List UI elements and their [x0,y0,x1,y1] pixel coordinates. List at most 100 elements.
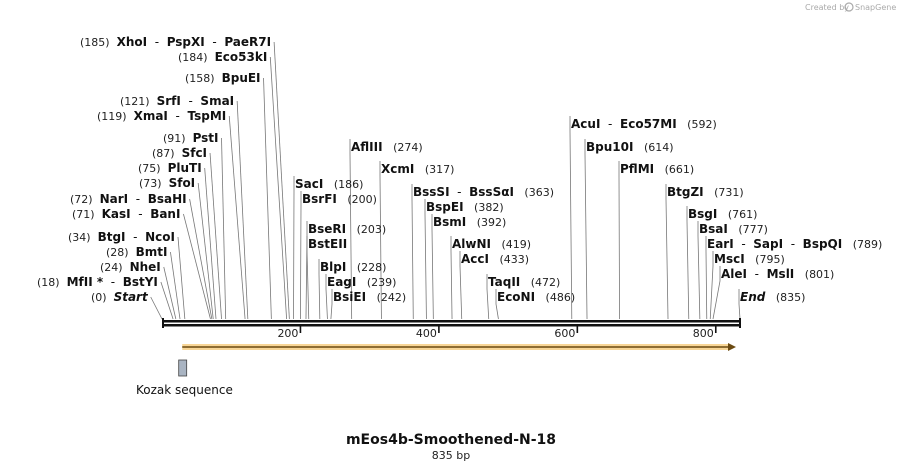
site-label-mfii: (18) MfII * - BstYI [37,275,158,289]
credit-brand: SnapGene [855,3,896,12]
site-label-xcmi: XcmI (317) [381,162,454,176]
site-label-sfoi: (73) SfoI [139,176,195,190]
site-label-afliii: AflIII (274) [351,140,423,154]
leader-btgzi [665,184,669,320]
leader-bsrfi [300,191,302,320]
site-label-bmti: (28) BmtI [106,245,167,259]
leader-sfci [209,152,222,320]
leader-mfii [160,281,174,320]
site-label-bpuei: (158) BpuEI [185,71,261,85]
leader-bsmi [431,214,434,320]
leader-blpi [318,259,321,320]
site-label-bseri: BseRI (203) [308,222,386,236]
leader-srfi [236,100,249,320]
site-label-econi: EcoNI (486) [497,290,575,304]
leader-xhoi [273,41,290,320]
site-label-pflmi: PflMI (661) [620,162,694,176]
features [178,359,188,377]
leader-xmai [228,115,246,320]
site-label-btgi: (34) BtgI - NcoI [68,230,175,244]
leader-afliii [349,139,353,320]
feature-kozak-sequence [178,359,188,377]
leader-bsiei [330,289,333,320]
leader-bsssi [411,184,414,320]
leader-eco53ki [269,56,287,320]
site-label-alwni: AlwNI (419) [452,237,531,251]
leader-bsteii [306,236,310,320]
tick-label-400: 400 [416,327,437,340]
leader-alei [712,266,721,320]
leader-eari [705,236,708,320]
tick-label-600: 600 [554,327,575,340]
site-label-nari: (72) NarI - BsaHI [70,192,187,206]
site-label-end: End (835) [740,290,805,304]
leader-kasi [183,213,211,320]
site-label-eari: EarI - SapI - BspQI (789) [707,237,882,251]
sequence-backbone [162,318,741,328]
tick-label-800: 800 [693,327,714,340]
feature-label-kozak: Kozak sequence [136,383,233,397]
site-label-xhoi: (185) XhoI - PspXI - PaeR7I [80,35,271,49]
site-label-srfi: (121) SrfI - SmaI [120,94,234,108]
leader-bspei [424,199,427,320]
leader-bsai [697,221,701,320]
leader-bpu10i [584,139,588,320]
site-label-acui: AcuI - Eco57MI (592) [571,117,717,131]
leader-bmti [170,251,181,320]
site-label-bsai: BsaI (777) [699,222,768,236]
leader-btgi [177,236,186,320]
leader-eagi [325,274,328,320]
site-label-bsrfi: BsrFI (200) [302,192,377,206]
leader-alwni [450,236,453,320]
site-label-sfci: (87) SfcI [152,146,207,160]
site-label-bsgi: BsgI (761) [688,207,757,221]
site-leaders [150,41,741,320]
leader-pluti [204,167,217,320]
leader-end [738,289,741,320]
site-label-start: (0) Start [91,290,149,304]
backbone-end-cap [739,318,741,328]
backbone-start-cap [162,318,164,328]
map-length: 835 bp [432,449,470,462]
site-label-btgzi: BtgZI (731) [667,185,744,199]
site-label-xmai: (119) XmaI - TspMI [97,109,226,123]
leader-acci [459,251,463,320]
backbone-top-strand [162,320,741,323]
site-label-nhei: (24) NheI [100,260,161,274]
leader-start [150,296,163,320]
leader-bpuei [263,77,272,320]
site-label-bsteii: BstEII [308,237,347,251]
snapgene-logo-icon [844,2,854,12]
orf-arrow [182,343,736,351]
site-label-bsssi: BssSI - BssSαI (363) [413,185,554,199]
leader-pflmi [618,161,620,320]
map-title: mEos4b-Smoothened-N-18 [346,432,556,448]
backbone-bottom-strand [162,324,741,327]
leader-sfoi [197,182,214,320]
site-label-taqii: TaqII (472) [488,275,560,289]
site-label-kasi: (71) KasI - BanI [72,207,180,221]
site-label-acci: AccI (433) [461,252,529,266]
orf-arrowhead [728,343,736,351]
leader-xcmi [379,161,382,320]
leader-acui [569,116,573,320]
leader-nhei [163,266,177,320]
site-label-saci: SacI (186) [295,177,363,191]
site-label-pluti: (75) PluTI [138,161,202,175]
site-label-bpu10i: Bpu10I (614) [586,140,674,154]
leader-econi [495,289,499,320]
site-label-msci: MscI (795) [714,252,785,266]
site-label-bsiei: BsiEI (242) [333,290,406,304]
site-label-bsmi: BsmI (392) [433,215,506,229]
site-label-blpi: BlpI (228) [320,260,386,274]
leader-bseri [305,221,308,320]
site-label-psti: (91) PstI [163,131,219,145]
site-labels: (185) XhoI - PspXI - PaeR7I(184) Eco53kI… [37,35,882,304]
leader-nari [189,198,213,320]
site-label-alei: AleI - MslI (801) [721,267,834,281]
site-label-bspei: BspEI (382) [426,200,504,214]
leader-taqii [486,274,490,320]
leader-msci [709,251,714,320]
site-label-eagi: EagI (239) [327,275,396,289]
